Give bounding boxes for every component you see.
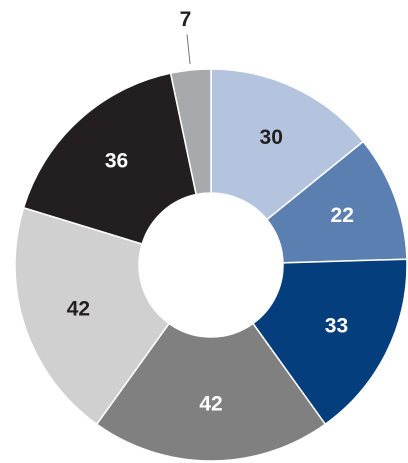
- donut-slice: [169, 68, 212, 196]
- data-label: 42: [67, 297, 90, 320]
- leader-line: [186, 34, 191, 65]
- donut-slice: [14, 206, 171, 426]
- data-label: 33: [325, 315, 348, 338]
- data-label: 30: [260, 126, 283, 149]
- data-label: 42: [199, 393, 222, 416]
- data-label: 36: [105, 149, 128, 172]
- donut-slice: [210, 68, 365, 221]
- donut-slice: [22, 72, 198, 245]
- data-label: 22: [331, 204, 354, 227]
- donut-slice: [251, 258, 408, 426]
- data-label: 7: [180, 8, 192, 31]
- donut-slice: [95, 322, 327, 462]
